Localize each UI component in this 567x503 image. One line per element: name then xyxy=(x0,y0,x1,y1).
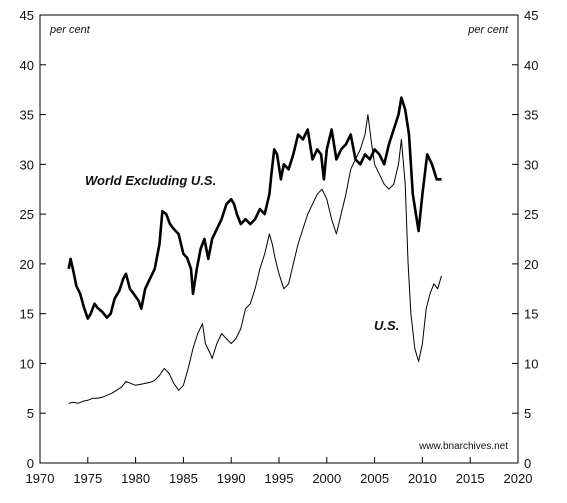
y-axis-left: 0 5 10 15 20 25 30 35 40 45 xyxy=(20,8,46,471)
y-tick-label-left: 5 xyxy=(27,406,34,421)
y-tick-label-left: 40 xyxy=(20,58,34,73)
x-tick-label: 2020 xyxy=(504,471,533,486)
y-tick-label-right: 35 xyxy=(524,108,538,123)
y-tick-label-left: 35 xyxy=(20,108,34,123)
x-tick-label: 2000 xyxy=(312,471,341,486)
y-tick-label-right: 15 xyxy=(524,307,538,322)
x-tick-label: 1990 xyxy=(217,471,246,486)
y-tick-label-right: 5 xyxy=(524,406,531,421)
series-label-us: U.S. xyxy=(374,318,399,333)
y-tick-label-right: 45 xyxy=(524,8,538,23)
y-tick-label-right: 40 xyxy=(524,58,538,73)
y-tick-label-left: 25 xyxy=(20,207,34,222)
plot-frame xyxy=(39,14,519,464)
x-tick-label: 1995 xyxy=(265,471,294,486)
x-tick-label: 2005 xyxy=(360,471,389,486)
source-label: www.bnarchives.net xyxy=(418,441,508,452)
y-tick-label-right: 25 xyxy=(524,207,538,222)
y-unit-label-right: per cent xyxy=(467,24,509,36)
y-tick-label-right: 0 xyxy=(524,456,531,471)
y-tick-label-right: 20 xyxy=(524,257,538,272)
y-tick-label-left: 10 xyxy=(20,356,34,371)
series-layer xyxy=(67,96,442,404)
series-line-us xyxy=(68,114,442,404)
y-tick-label-right: 30 xyxy=(524,157,538,172)
y-axis-right: 0 5 10 15 20 25 30 35 40 45 xyxy=(512,8,538,471)
y-tick-label-left: 45 xyxy=(20,8,34,23)
series-label-world-ex-us: World Excluding U.S. xyxy=(85,173,216,188)
y-tick-label-right: 10 xyxy=(524,356,538,371)
x-tick-label: 1980 xyxy=(121,471,150,486)
y-unit-label-left: per cent xyxy=(49,24,91,36)
x-tick-label: 1975 xyxy=(73,471,102,486)
y-tick-label-left: 15 xyxy=(20,307,34,322)
x-tick-label: 2015 xyxy=(456,471,485,486)
x-tick-label: 2010 xyxy=(408,471,437,486)
y-tick-label-left: 0 xyxy=(27,456,34,471)
x-tick-label: 1970 xyxy=(26,471,55,486)
y-tick-label-left: 30 xyxy=(20,157,34,172)
x-tick-label: 1985 xyxy=(169,471,198,486)
y-tick-label-left: 20 xyxy=(20,257,34,272)
x-axis: 1970 1975 1980 1985 1990 1995 2000 2005 2010 2015… xyxy=(26,457,533,486)
series-line-world-ex-us xyxy=(67,96,442,320)
